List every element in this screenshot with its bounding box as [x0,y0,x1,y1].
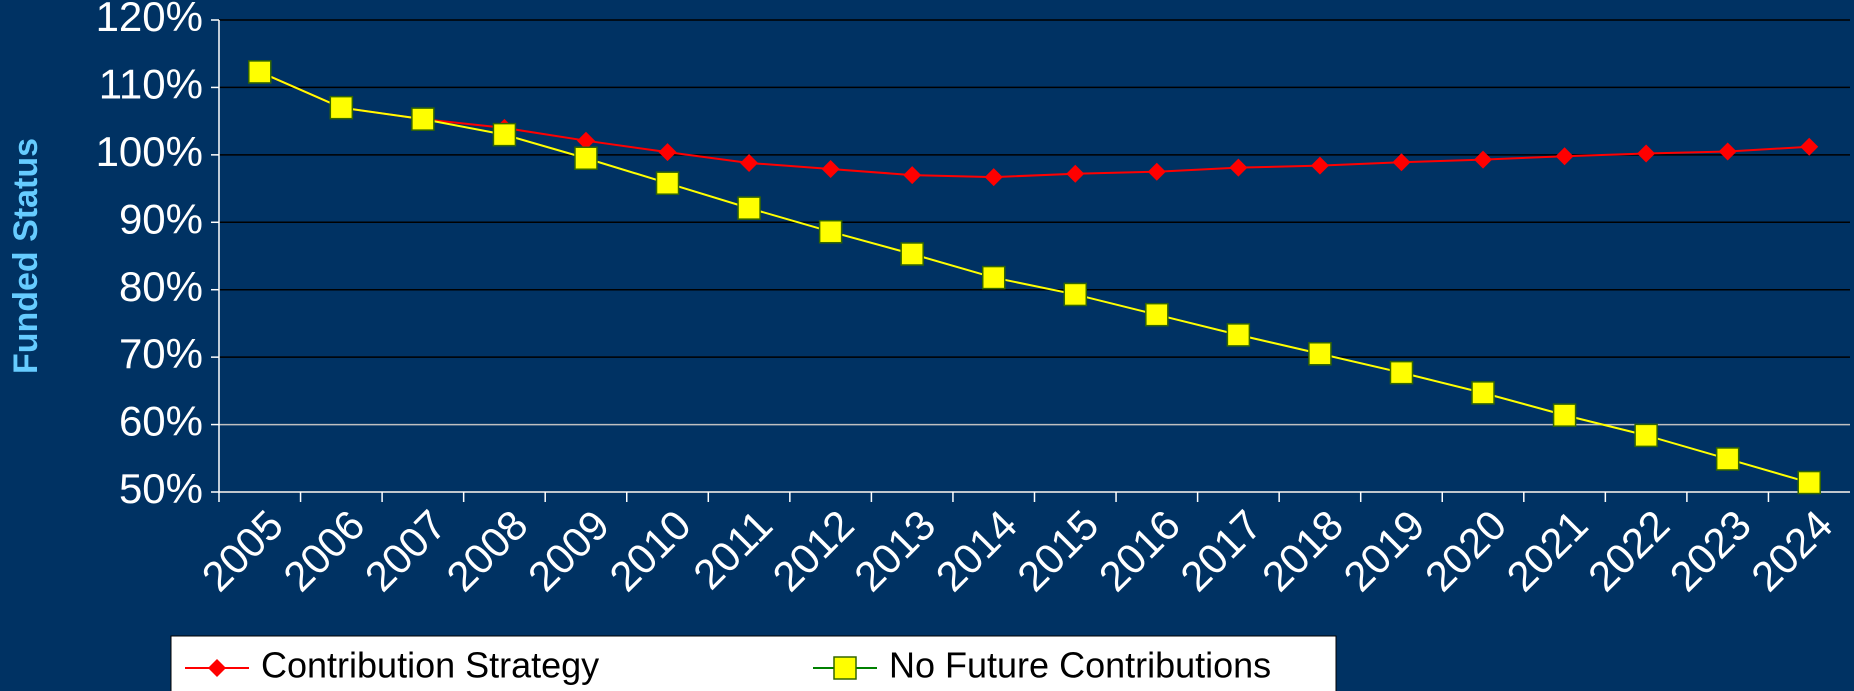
x-tick-label: 2015 [1008,501,1107,600]
point [740,153,759,172]
point [655,171,680,195]
point [1637,144,1656,163]
y-tick-label: 50% [119,465,203,512]
point [737,196,761,220]
point [1308,342,1332,366]
point [1634,423,1658,448]
point [1474,150,1493,169]
x-tick-label: 2012 [764,501,863,600]
x-tick-label: 2022 [1579,501,1678,600]
y-tick-label: 60% [119,398,203,445]
legend-marker [208,659,226,677]
point [329,95,354,120]
plot-area [219,20,1850,492]
x-tick-label: 2011 [684,501,781,598]
x-tick-label: 2021 [1497,501,1596,600]
x-tick-label: 2008 [437,501,536,600]
point [1718,142,1737,161]
x-tick-label: 2024 [1742,501,1841,600]
x-tick-label: 2014 [927,501,1026,600]
point [492,122,517,147]
point [658,143,677,162]
point [1552,403,1577,427]
x-tick-label: 2007 [356,501,455,600]
point [1063,282,1088,307]
legend-label: Contribution Strategy [261,645,599,686]
series-line [259,71,1810,484]
y-axis-title: Funded Status [7,138,45,374]
x-tick-label: 2010 [600,501,699,600]
x-tick-label: 2005 [193,501,292,600]
point [1229,158,1248,177]
x-tick-label: 2018 [1253,501,1352,600]
point [1145,302,1169,327]
point [900,242,924,266]
point [818,219,843,244]
point [1797,470,1821,495]
legend [170,635,1337,691]
x-tick-label: 2023 [1661,501,1760,600]
point [1066,164,1085,183]
legend-label: No Future Contributions [889,645,1271,686]
point [1800,137,1819,156]
point [1389,360,1414,385]
point [1226,323,1251,347]
x-tick-label: 2009 [519,501,618,600]
legend-marker [833,656,857,680]
point [903,166,922,185]
y-tick-label: 100% [96,128,203,175]
point [1555,147,1574,166]
x-tick-label: 2019 [1334,501,1433,600]
point [576,131,595,150]
point [1471,381,1495,405]
y-tick-label: 90% [119,195,203,242]
y-tick-label: 120% [96,0,203,40]
x-tick-label: 2016 [1090,501,1189,600]
point [574,146,598,170]
y-tick-label: 80% [119,263,203,310]
y-tick-label: 110% [99,61,203,108]
series-line [259,71,1810,179]
point [1310,156,1329,175]
point [981,265,1006,290]
point [984,168,1003,187]
x-tick-label: 2013 [845,501,944,600]
point [411,107,435,131]
point [1392,153,1411,172]
point [1715,447,1740,471]
x-tick-label: 2020 [1416,501,1515,600]
point [248,60,272,84]
y-tick-label: 70% [119,330,203,377]
point [1147,162,1166,181]
x-tick-label: 2017 [1171,501,1270,600]
point [821,160,840,179]
x-tick-label: 2006 [274,501,373,600]
